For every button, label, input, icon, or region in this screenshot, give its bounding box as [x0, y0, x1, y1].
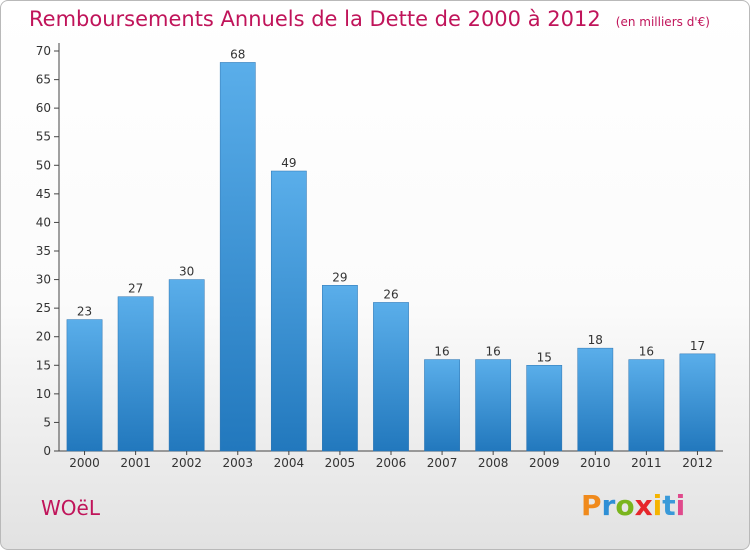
bar	[526, 365, 563, 452]
commune-name: WOëL	[41, 496, 100, 520]
brand-logo-letter: P	[581, 489, 602, 522]
x-tick-label: 2012	[682, 456, 713, 470]
chart-title-row: Remboursements Annuels de la Dette de 20…	[29, 7, 710, 31]
bar-value-label: 16	[639, 345, 654, 359]
x-tick-label: 2000	[69, 456, 100, 470]
x-tick-label: 2006	[376, 456, 407, 470]
y-tick-label: 70	[36, 44, 51, 58]
y-tick-label: 10	[36, 387, 51, 401]
bar	[679, 353, 716, 452]
bar-value-label: 18	[588, 333, 603, 347]
bar	[322, 285, 358, 452]
bar	[373, 302, 409, 452]
y-tick-label: 30	[36, 273, 51, 287]
bar-value-label: 27	[128, 282, 143, 296]
brand-logo-letter: t	[662, 489, 676, 522]
brand-logo-letter: x	[634, 489, 653, 522]
x-tick-label: 2011	[631, 456, 662, 470]
y-tick-label: 50	[36, 158, 51, 172]
bar-value-label: 16	[434, 345, 449, 359]
brand-logo-letter: o	[615, 489, 635, 522]
bar	[219, 62, 256, 452]
x-tick-label: 2009	[529, 456, 560, 470]
y-tick-label: 0	[43, 444, 51, 458]
x-tick-label: 2001	[120, 456, 151, 470]
y-tick-label: 15	[36, 358, 51, 372]
x-tick-label: 2007	[427, 456, 458, 470]
bar-value-label: 15	[537, 350, 552, 364]
y-tick-label: 60	[36, 101, 51, 115]
bar	[270, 170, 307, 452]
chart-unit: (en milliers d'€)	[615, 15, 710, 29]
bar-value-label: 29	[332, 270, 347, 284]
y-tick-label: 55	[36, 130, 51, 144]
bar	[475, 359, 512, 452]
y-tick-label: 65	[36, 73, 51, 87]
y-tick-label: 25	[36, 301, 51, 315]
bar-value-label: 30	[179, 265, 194, 279]
y-tick-label: 45	[36, 187, 51, 201]
bar-value-label: 49	[281, 156, 296, 170]
bar-value-label: 16	[486, 345, 501, 359]
bar	[577, 347, 614, 452]
x-tick-label: 2008	[478, 456, 509, 470]
bar	[628, 359, 665, 452]
y-tick-label: 20	[36, 330, 51, 344]
y-tick-label: 35	[36, 244, 51, 258]
brand-logo-letter: i	[652, 489, 663, 522]
bar	[66, 319, 103, 452]
bar	[424, 359, 460, 452]
x-tick-label: 2005	[325, 456, 356, 470]
bar	[117, 296, 154, 452]
bar-value-label: 17	[690, 339, 705, 353]
x-tick-label: 2002	[171, 456, 202, 470]
brand-logo-letter: i	[675, 489, 686, 522]
bar	[168, 279, 205, 452]
x-tick-label: 2010	[580, 456, 611, 470]
x-tick-label: 2004	[274, 456, 305, 470]
y-tick-label: 5	[43, 415, 51, 429]
y-tick-label: 40	[36, 215, 51, 229]
brand-logo: Proxiti	[581, 489, 685, 522]
chart-title: Remboursements Annuels de la Dette de 20…	[29, 7, 601, 31]
bar-value-label: 68	[230, 47, 245, 61]
bar-value-label: 26	[383, 287, 398, 301]
bar-value-label: 23	[77, 305, 92, 319]
brand-logo-letter: r	[601, 489, 616, 522]
x-tick-label: 2003	[222, 456, 253, 470]
